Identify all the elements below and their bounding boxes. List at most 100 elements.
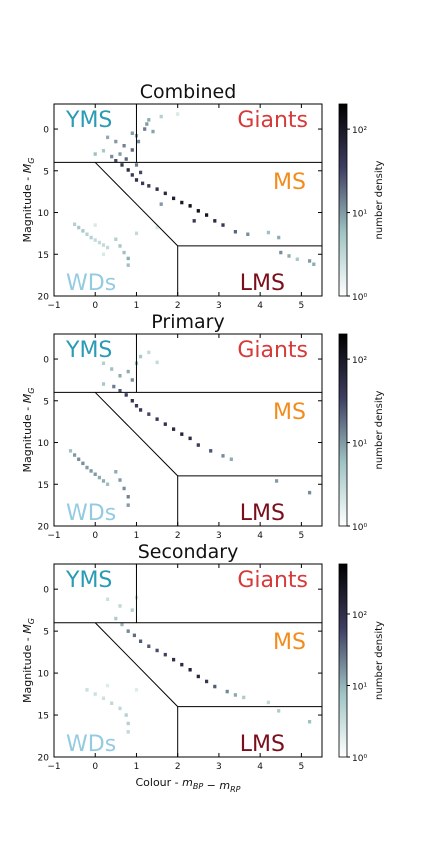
region-label-wds: WDs — [66, 732, 116, 757]
heatmap-cell — [110, 154, 114, 159]
heatmap-cell — [196, 674, 200, 679]
region-label-ms: MS — [273, 170, 306, 195]
x-tick-label: −1 — [47, 301, 60, 311]
heatmap-cell — [114, 159, 118, 163]
colorbar-tick-label: 10² — [352, 126, 367, 136]
heatmap-cell — [145, 122, 149, 126]
heatmap-cell — [114, 616, 118, 621]
x-tick-label: 5 — [299, 531, 305, 541]
colorbar-tick-label: 10¹ — [352, 682, 367, 692]
heatmap-cell — [126, 629, 130, 633]
heatmap-cell — [73, 222, 77, 226]
heatmap-cell — [277, 235, 281, 240]
y-axis-label: Magnitude - MG — [21, 618, 36, 703]
heatmap-cell — [287, 254, 291, 258]
x-tick-label: 0 — [92, 531, 98, 541]
x-tick-label: −1 — [47, 531, 60, 541]
heatmap-cells — [85, 595, 312, 734]
heatmap-cell — [130, 378, 134, 382]
panel-primary: Primary YMS Giants MS WDs LMS −1 0 1 2 3 4 5 0 5 10 15 20… — [21, 311, 385, 541]
region-label-lms: LMS — [240, 271, 285, 296]
heatmap-cell — [101, 479, 106, 483]
heatmap-cell — [114, 237, 118, 241]
panel-secondary: Secondary YMS Giants MS WDs LMS −1 0 1 2 3 4 5 0 5 10 15… — [21, 541, 385, 772]
region-label-yms: YMS — [65, 338, 112, 363]
heatmap-cell — [172, 427, 176, 431]
heatmap-cell — [172, 657, 176, 662]
x-tick-label: 2 — [175, 531, 181, 541]
y-tick-label: 5 — [43, 397, 49, 407]
heatmap-cell — [126, 721, 130, 726]
x-axis-label: Colour - mBP − mRP — [135, 776, 240, 794]
heatmap-cell — [147, 350, 151, 355]
region-label-lms: LMS — [240, 732, 285, 757]
x-tick-label: 1 — [134, 301, 140, 311]
heatmap-cell — [85, 232, 89, 236]
heatmap-cell — [275, 479, 279, 483]
heatmap-cell — [233, 693, 237, 697]
colorbar-tick-label: 10⁰ — [352, 754, 367, 764]
y-axis-label: Magnitude - MG — [21, 388, 36, 473]
x-tick-label: −1 — [47, 762, 60, 772]
heatmap-cell — [85, 465, 89, 470]
heatmap-cell — [205, 213, 209, 217]
heatmap-cell — [101, 252, 106, 256]
heatmap-cell — [159, 114, 163, 119]
heatmap-cell — [93, 152, 97, 156]
heatmap-cell — [130, 608, 134, 612]
heatmap-cell — [147, 412, 151, 416]
heatmap-cell — [93, 238, 97, 242]
heatmap-cell — [93, 223, 97, 227]
heatmap-cell — [136, 139, 141, 144]
heatmap-cell — [159, 202, 163, 206]
heatmap-cell — [176, 112, 180, 116]
panel-combined: Combined YMS Giants MS WDs LMS −1 0 1 2 3 4 5 0 5 10 15 2… — [21, 81, 385, 311]
heatmap-cell — [139, 639, 143, 643]
heatmap-cell — [233, 230, 237, 234]
x-tick-label: 5 — [299, 301, 305, 311]
y-axis-label: Magnitude - MG — [21, 158, 36, 243]
heatmap-cell — [155, 417, 159, 421]
heatmap-cell — [209, 449, 213, 453]
heatmap-cell — [221, 223, 225, 227]
y-tick-label: 5 — [43, 167, 49, 177]
heatmap-cell — [242, 695, 246, 700]
x-tick-label: 4 — [257, 762, 263, 772]
heatmap-cell — [106, 482, 110, 486]
heatmap-cell — [122, 486, 126, 491]
heatmap-cell — [308, 720, 312, 724]
panel-title: Combined — [140, 81, 237, 103]
colorbar-tick-label: 10⁰ — [352, 523, 367, 533]
heatmap-cell — [266, 700, 270, 705]
region-label-ms: MS — [273, 400, 306, 425]
heatmap-cells — [68, 350, 312, 507]
region-label-yms: YMS — [65, 568, 112, 593]
heatmap-cell — [139, 408, 143, 412]
heatmap-cell — [124, 393, 128, 397]
heatmap-cell — [110, 367, 114, 371]
x-tick-label: 1 — [134, 531, 140, 541]
heatmap-cell — [124, 713, 128, 717]
colorbar — [338, 103, 348, 297]
colorbar-tick-label: 10¹ — [352, 440, 367, 450]
region-label-lms: LMS — [240, 501, 285, 526]
colorbar-label: number density — [374, 390, 385, 469]
y-tick-label: 15 — [38, 481, 49, 491]
heatmap-cell — [118, 706, 122, 711]
heatmap-cell — [163, 422, 167, 426]
heatmap-cell — [279, 250, 283, 255]
heatmap-cell — [163, 652, 167, 657]
heatmap-cell — [97, 475, 101, 480]
heatmap-cell — [163, 191, 167, 196]
heatmap-cell — [134, 163, 139, 167]
y-tick-label: 10 — [38, 439, 50, 449]
heatmap-cell — [134, 178, 139, 182]
heatmap-cell — [229, 457, 233, 461]
heatmap-cell — [180, 662, 184, 667]
heatmap-cell — [101, 696, 106, 700]
region-label-giants: Giants — [237, 108, 308, 133]
heatmap-cell — [155, 225, 159, 230]
heatmap-cell — [172, 196, 176, 201]
axes-frame — [53, 103, 323, 297]
heatmap-cell — [118, 478, 122, 482]
